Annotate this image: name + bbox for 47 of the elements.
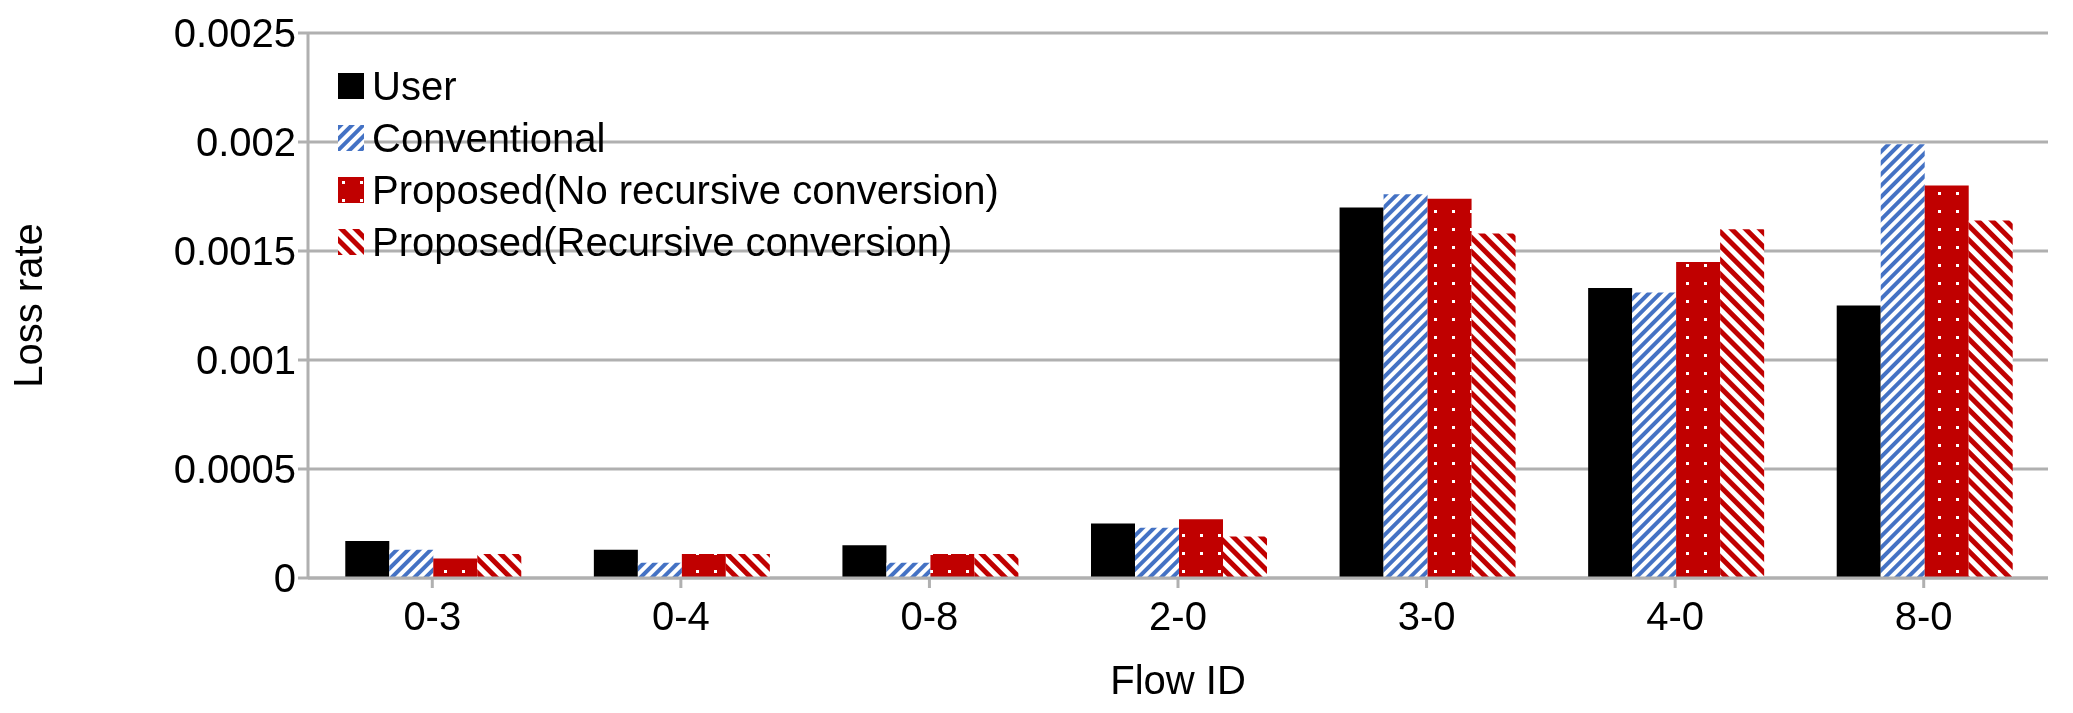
- bar: [1179, 519, 1223, 578]
- bar: [1836, 305, 1881, 578]
- bar: [345, 540, 390, 578]
- legend-label: Proposed(Recursive conversion): [372, 219, 953, 265]
- y-tick-label: 0.002: [195, 120, 296, 165]
- y-tick-label: 0.0005: [173, 447, 296, 492]
- bar: [637, 562, 682, 578]
- bar: [1427, 198, 1472, 578]
- bar: [725, 554, 770, 578]
- bar: [1339, 207, 1384, 578]
- x-tick-label: 0-4: [651, 594, 710, 639]
- bar: [1471, 233, 1516, 578]
- bar: [433, 558, 478, 578]
- y-tick-label: 0: [273, 556, 296, 601]
- x-tick-label: 0-3: [403, 594, 462, 639]
- bar: [681, 554, 726, 578]
- y-tick-label: 0.0015: [173, 229, 296, 274]
- bar: [974, 554, 1019, 578]
- x-tick-label: 4-0: [1646, 594, 1705, 639]
- bar: [1632, 292, 1677, 578]
- bar: [389, 549, 434, 578]
- x-axis-title: Flow ID: [1110, 658, 1246, 702]
- bar: [1720, 229, 1765, 578]
- bar: [930, 554, 975, 578]
- y-tick-label: 0.001: [195, 338, 296, 383]
- x-tick-label: 3-0: [1397, 594, 1456, 639]
- bar: [477, 554, 522, 578]
- x-tick-label: 8-0: [1894, 594, 1953, 639]
- bar: [1091, 523, 1135, 578]
- bar: [1135, 527, 1179, 578]
- legend-label: User: [372, 63, 457, 109]
- bar: [593, 549, 638, 578]
- x-tick-label: 0-8: [900, 594, 959, 639]
- bar: [1676, 261, 1721, 578]
- legend-label: Proposed(No recursive conversion): [372, 167, 999, 213]
- y-tick-label: 0.0025: [173, 11, 296, 56]
- bar: [1924, 185, 1969, 578]
- bar: [1383, 194, 1428, 578]
- bar: [842, 545, 887, 578]
- legend-label: Conventional: [372, 115, 606, 161]
- bar: [1880, 144, 1925, 578]
- y-axis-title: Loss rate: [6, 223, 51, 388]
- bar: [1968, 220, 2013, 578]
- bar: [1223, 536, 1267, 578]
- bar: [1588, 288, 1633, 578]
- bar: [886, 562, 931, 578]
- x-tick-label: 2-0: [1149, 594, 1207, 639]
